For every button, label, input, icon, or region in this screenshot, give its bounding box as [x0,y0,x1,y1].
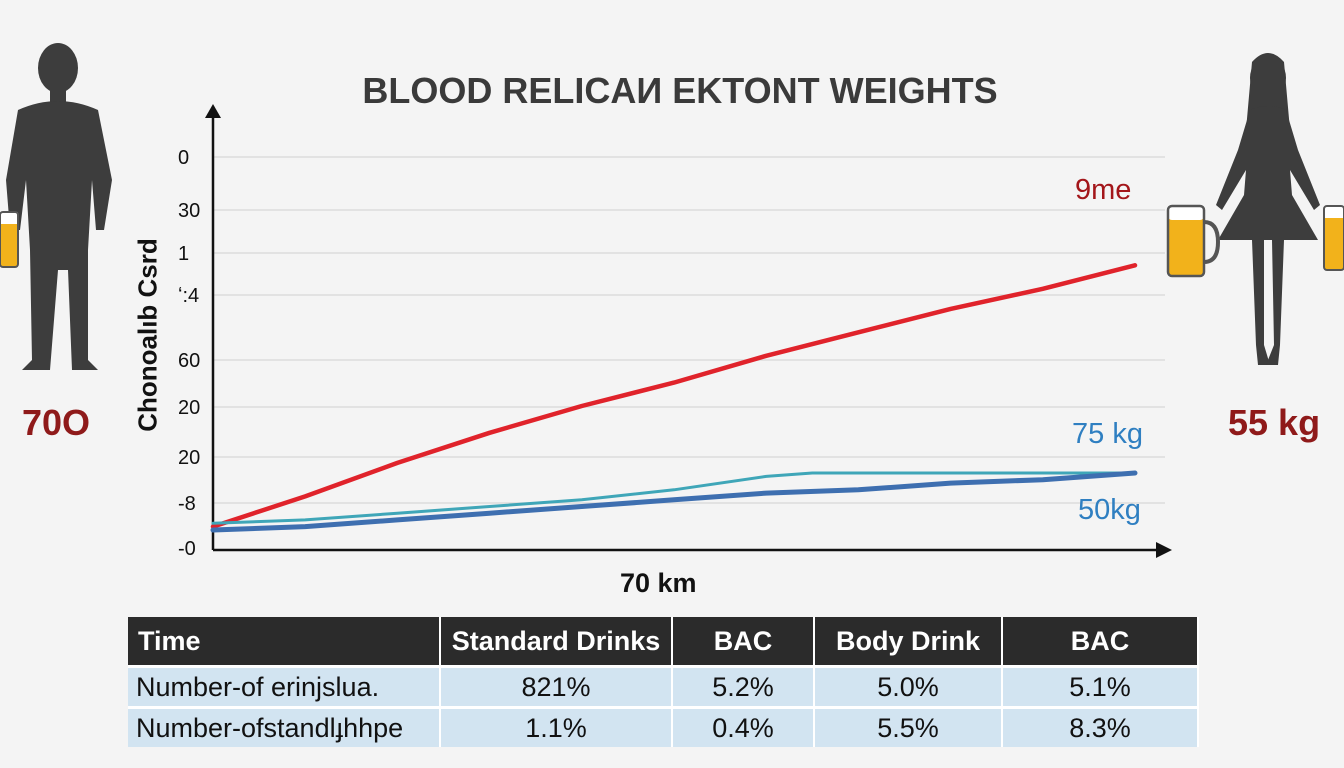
y-tick-labels: 0 30 1 ʻ:4 60 20 20 -8 -0 [178,147,200,560]
y-tick-label: 1 [178,243,189,265]
series-lines [210,263,1138,533]
y-tick-label: -0 [178,538,196,560]
bac-table: Time Standard Drinks BAC Body Drink BAC … [128,617,1199,747]
chart-axes [205,104,1172,558]
table-cell: Number-ofstandlɟhhpe [128,706,441,747]
table-cell: 5.1% [1002,665,1199,708]
table-header-cell: BAC [672,617,815,667]
right-weight-label: 55 kg [1228,402,1321,443]
woman-silhouette-icon [1166,53,1344,365]
series-labels: 9me 75 kg 50kg [1072,174,1143,526]
y-tick-label: 20 [178,397,200,419]
series-line [210,470,1138,533]
table-cell: 8.3% [1002,706,1199,747]
man-silhouette-icon [0,43,112,370]
y-tick-label: -8 [178,493,196,515]
y-tick-label: 60 [178,350,200,372]
table-cell: 0.4% [672,706,815,747]
series-line [210,263,1138,529]
table-header-cell: Body Drink [814,617,1003,667]
gridlines [213,156,1165,504]
table-cell: 821% [440,665,673,708]
table-row: Number-ofstandlɟhhpe 1.1% 0.4% 5.5% 8.3% [128,706,1199,747]
y-tick-label: ʻ:4 [178,285,199,307]
series-label: 50kg [1078,494,1141,526]
y-tick-label: 0 [178,147,189,169]
table-header-cell: BAC [1002,617,1199,667]
table-row: Number-of erinjslua. 821% 5.2% 5.0% 5.1% [128,665,1199,708]
series-line [211,471,1137,525]
series-label: 9me [1075,174,1131,206]
table-cell: 5.0% [814,665,1003,708]
table-cell: 1.1% [440,706,673,747]
chart-title: BLOOD RELICAИ EKTONT WEIGHTS [362,70,998,111]
x-axis-label: 70 km [620,568,697,598]
beer-mug-icon [0,211,19,268]
y-tick-label: 20 [178,447,200,469]
table-header-cell: Time [128,617,441,667]
x-axis-arrow [1156,542,1172,558]
table-header-cell: Standard Drinks [440,617,673,667]
beer-mug-left-icon [1166,204,1221,278]
series-label: 75 kg [1072,418,1143,450]
table-cell: Number-of erinjslua. [128,665,441,708]
y-axis-arrow [205,104,221,118]
table-header-row: Time Standard Drinks BAC Body Drink BAC [128,617,1199,667]
left-weight-label: 70O [22,402,91,443]
beer-mug-right-icon [1323,205,1344,271]
y-tick-label: 30 [178,200,200,222]
table-cell: 5.2% [672,665,815,708]
table-cell: 5.5% [814,706,1003,747]
